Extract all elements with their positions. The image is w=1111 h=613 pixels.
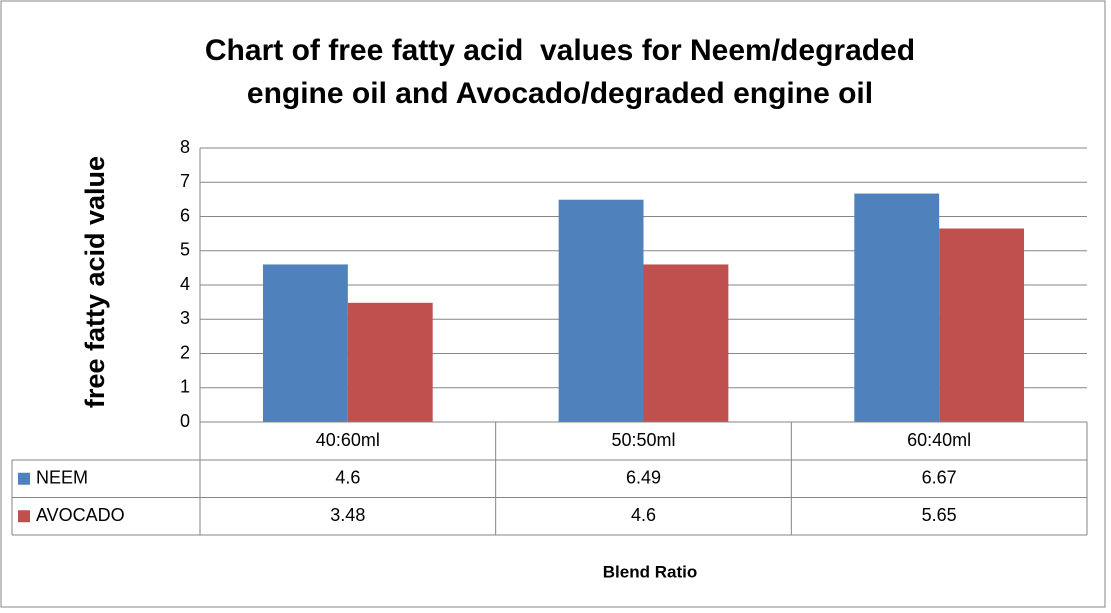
table-value: 5.65: [922, 505, 957, 525]
y-tick-label: 0: [180, 411, 190, 431]
y-tick-label: 4: [180, 274, 190, 294]
x-tick-label: 50:50ml: [611, 430, 675, 450]
bar: [262, 264, 348, 422]
table-value: 4.6: [335, 468, 360, 488]
y-tick-label: 3: [180, 308, 190, 328]
bar: [643, 264, 729, 422]
legend-label: NEEM: [36, 468, 88, 488]
y-axis-title: free fatty acid value: [80, 156, 110, 408]
legend-swatch: [18, 472, 30, 485]
bar: [347, 302, 433, 422]
bar: [854, 193, 940, 422]
chart-title: engine oil and Avocado/degraded engine o…: [247, 77, 873, 110]
y-tick-label: 7: [180, 171, 190, 191]
table-value: 3.48: [330, 505, 365, 525]
y-tick-label: 5: [180, 240, 190, 260]
bar: [939, 228, 1025, 422]
y-tick-label: 2: [180, 342, 190, 362]
x-tick-label: 40:60ml: [316, 430, 380, 450]
x-tick-label: 60:40ml: [907, 430, 971, 450]
legend-swatch: [18, 510, 30, 523]
bar: [558, 199, 644, 422]
y-tick-label: 6: [180, 205, 190, 225]
table-value: 4.6: [631, 505, 656, 525]
y-tick-label: 1: [180, 377, 190, 397]
table-value: 6.49: [626, 468, 661, 488]
table-value: 6.67: [922, 468, 957, 488]
chart-title: Chart of free fatty acid values for Neem…: [205, 34, 915, 67]
x-axis-title: Blend Ratio: [603, 562, 697, 581]
legend-label: AVOCADO: [36, 505, 125, 525]
y-tick-label: 8: [180, 137, 190, 157]
